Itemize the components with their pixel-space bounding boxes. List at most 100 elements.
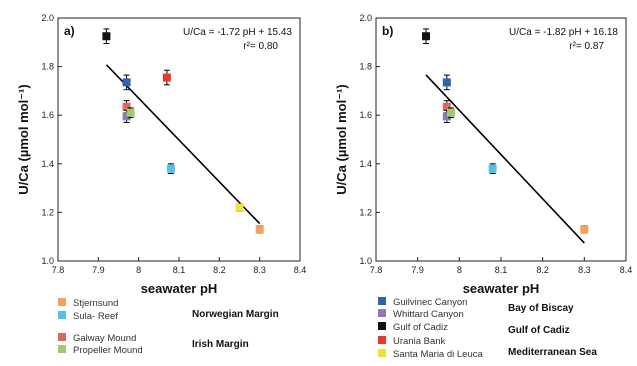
panel-a-point-galway-mound-marker <box>122 102 131 111</box>
panel-a-point-santa-maria-di-leuca-marker <box>235 203 244 212</box>
panel-b-point-gulf-of-cadiz <box>422 28 430 45</box>
panel-b-point-guilvinec-canyon-marker <box>442 78 451 87</box>
panel-b-y-tick-label: 1.6 <box>359 110 372 120</box>
panel-a-y-tick-label: 1.8 <box>41 62 54 72</box>
panel-a-y-axis-title: U/Ca (µmol mol⁻¹) <box>16 84 31 194</box>
legend-item-gulf-of-cadiz: Gulf of Cadiz <box>378 322 448 334</box>
panel-b-y-tick-label: 1.0 <box>359 256 372 266</box>
legend-item-urania-bank: Urania Bank <box>378 336 445 348</box>
legend-region-bay-of-biscay: Bay of Biscay <box>508 303 574 314</box>
legend-swatch-sula-reef <box>58 311 66 320</box>
legend-region-mediterranean-sea: Mediterranean Sea <box>508 347 597 358</box>
legend-label-galway-mound: Galway Mound <box>73 333 137 344</box>
legend-panel-a: Stjernsund Sula- Reef Galway Mound Prope… <box>0 0 318 366</box>
panel-a-point-urania-bank <box>162 69 171 86</box>
panel-a-y-tick-label: 1.6 <box>41 110 54 120</box>
panel-b-r-squared: r²= 0.87 <box>569 41 604 52</box>
panel-b-point-stjernsund <box>580 225 589 234</box>
panel-a-y-tick-label: 1.0 <box>41 256 54 266</box>
panel-b-y-axis-title: U/Ca (µmol mol⁻¹) <box>334 84 349 194</box>
panel-b-y-tick-label: 1.2 <box>359 207 372 217</box>
panel-b-x-tick-label: 7.8 <box>370 265 383 275</box>
panel-a-point-urania-bank-marker <box>162 73 171 82</box>
panel-a-point-sula-reef-marker <box>166 164 175 173</box>
panel-a-regression-line <box>105 64 261 225</box>
panel-a-x-tick-label: 8.3 <box>253 265 266 275</box>
panel-b-point-sula-reef <box>488 163 497 175</box>
legend-swatch-propeller-mound <box>58 345 66 354</box>
legend-region-gulf-of-cadiz: Gulf of Cadiz <box>508 325 570 336</box>
panel-b-x-axis-title: seawater pH <box>463 281 540 296</box>
legend-label-gulf-of-cadiz: Gulf of Cadiz <box>393 322 448 333</box>
legend-item-guilvinec-canyon: Guilvinec Canyon <box>378 297 467 309</box>
panel-b-y-tick-label: 1.8 <box>359 62 372 72</box>
panel-b-point-whittard-canyon-marker <box>442 112 451 121</box>
panel-b-point-gulf-of-cadiz-marker <box>422 32 430 41</box>
legend-item-whittard-canyon: Whittard Canyon <box>378 309 464 321</box>
panel-a-point-guilvinec-canyon-marker <box>122 78 131 87</box>
panel-a-x-tick-label: 8.2 <box>213 265 226 275</box>
legend-item-santa-maria-di-leuca: Santa Maria di Leuca <box>378 349 483 361</box>
panel-a-point-propeller-mound-marker <box>126 108 135 117</box>
legend-label-sula-reef: Sula- Reef <box>73 311 118 322</box>
panel-a-point-gulf-of-cadiz <box>102 28 111 45</box>
legend-region-irish-margin: Irish Margin <box>192 339 249 350</box>
panel-a-point-gulf-of-cadiz-marker <box>102 32 111 41</box>
panel-b-point-propeller-mound-marker <box>447 108 455 117</box>
panel-b-point-guilvinec-canyon <box>442 74 451 91</box>
panel-a-x-tick-label: 7.9 <box>92 265 105 275</box>
legend-swatch-galway-mound <box>58 333 66 342</box>
legend-label-guilvinec-canyon: Guilvinec Canyon <box>393 297 468 308</box>
legend-swatch-santa-maria-di-leuca <box>378 349 386 358</box>
legend-label-urania-bank: Urania Bank <box>393 336 446 347</box>
legend-item-stjernsund: Stjernsund <box>58 298 118 310</box>
panel-a-x-tick-label: 7.8 <box>52 265 65 275</box>
panel-a-point-santa-maria-di-leuca <box>235 203 244 212</box>
panel-a-regression-equation: U/Ca = -1.72 pH + 15.43 <box>183 27 292 38</box>
legend-item-sula-reef: Sula- Reef <box>58 311 118 323</box>
panel-a-y-tick-label: 1.4 <box>41 159 54 169</box>
legend-swatch-guilvinec-canyon <box>378 297 386 306</box>
panel-b-x-tick-label: 8.2 <box>536 265 549 275</box>
chart-panel-a: 7.8 7.9 8 8.1 8.2 8.3 8.4 1.0 1.2 1.4 1.6 1.8 2.0 sea… <box>16 13 307 296</box>
legend-label-santa-maria-di-leuca: Santa Maria di Leuca <box>393 349 483 360</box>
legend-region-norwegian-margin: Norwegian Margin <box>192 309 279 320</box>
panel-a-point-stjernsund <box>255 225 264 234</box>
panel-b-y-tick-label: 2.0 <box>359 13 372 23</box>
panel-b-point-propeller-mound <box>447 107 455 119</box>
panel-b-point-stjernsund-marker <box>580 225 589 234</box>
legend-label-whittard-canyon: Whittard Canyon <box>393 309 464 320</box>
panel-b-regression-equation: U/Ca = -1.82 pH + 16.18 <box>509 27 618 38</box>
legend-label-stjernsund: Stjernsund <box>73 298 119 309</box>
legend-swatch-urania-bank <box>378 336 386 345</box>
panel-a-panel-label: a) <box>64 24 75 38</box>
panel-b-panel-label: b) <box>382 24 393 38</box>
legend-panel-b: Guilvinec Canyon Whittard Canyon Gulf of… <box>318 0 637 366</box>
panel-a-point-guilvinec-canyon <box>122 74 131 91</box>
panel-a-point-propeller-mound <box>126 107 135 119</box>
legend-swatch-stjernsund <box>58 298 66 307</box>
chart-panel-b: 7.8 7.9 8 8.1 8.2 8.3 8.4 1.0 1.2 1.4 1.6 1.8 2.0 sea… <box>334 13 633 296</box>
legend-swatch-gulf-of-cadiz <box>378 322 386 331</box>
legend-item-galway-mound: Galway Mound <box>58 333 136 345</box>
panel-b-x-tick-label: 8 <box>457 265 462 275</box>
panel-a-y-tick-label: 1.2 <box>41 207 54 217</box>
panel-a-x-tick-label: 8 <box>136 265 141 275</box>
panel-a-point-whittard-canyon-marker <box>122 112 131 121</box>
legend-swatch-whittard-canyon <box>378 309 386 318</box>
panel-b-point-sula-reef-marker <box>488 164 497 173</box>
panel-b-point-galway-mound-marker <box>442 102 451 111</box>
panel-b-x-tick-label: 7.9 <box>411 265 424 275</box>
panel-b-x-tick-label: 8.1 <box>495 265 508 275</box>
panel-a-point-stjernsund-marker <box>255 225 264 234</box>
panel-a-r-squared: r²= 0.80 <box>243 41 278 52</box>
panel-b-x-tick-label: 8.3 <box>578 265 591 275</box>
legend-item-propeller-mound: Propeller Mound <box>58 345 143 357</box>
panel-b-y-tick-label: 1.4 <box>359 159 372 169</box>
panel-a-y-tick-label: 2.0 <box>41 13 54 23</box>
panel-b-x-tick-label: 8.4 <box>620 265 633 275</box>
panel-a-x-tick-label: 8.4 <box>294 265 307 275</box>
legend-label-propeller-mound: Propeller Mound <box>73 345 143 356</box>
panel-a-x-tick-label: 8.1 <box>173 265 186 275</box>
panel-a-x-axis-title: seawater pH <box>141 281 218 296</box>
